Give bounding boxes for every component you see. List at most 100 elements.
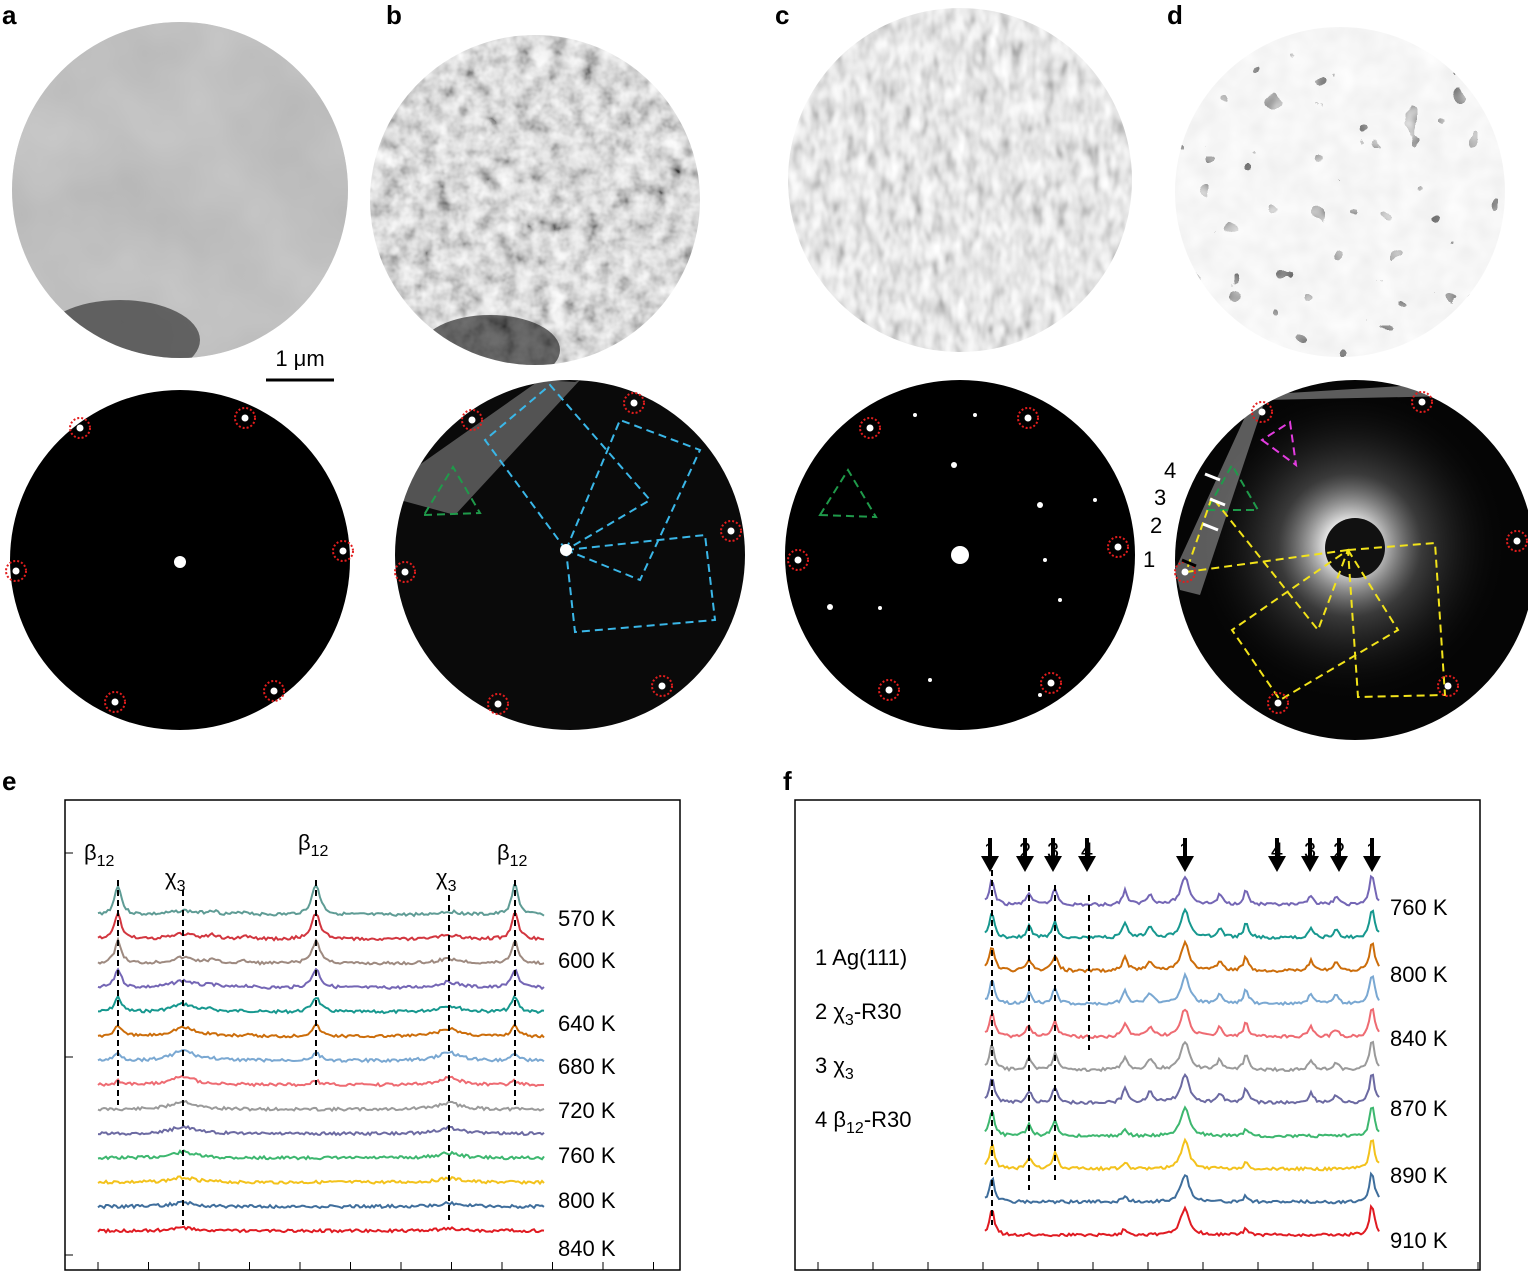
spot-ring bbox=[487, 693, 509, 715]
spectrum bbox=[97, 1049, 545, 1064]
spot-ring bbox=[1437, 675, 1459, 697]
scale-label: 1 μm bbox=[275, 346, 324, 371]
label: χ3 bbox=[436, 865, 457, 895]
spectrum bbox=[97, 1225, 545, 1234]
panel-label: c bbox=[775, 0, 789, 30]
spot-ring bbox=[461, 409, 483, 431]
temp-label: 890 K bbox=[1390, 1163, 1448, 1188]
spectra: β12 χ3 β12 χ3 β12 570 K 600 K 640 K 680 K 720 K 76… bbox=[65, 830, 1479, 1270]
spot-ring bbox=[263, 680, 285, 702]
spectrum bbox=[984, 1137, 1380, 1172]
spot-ring bbox=[1411, 391, 1433, 413]
arrow-head bbox=[1078, 856, 1096, 872]
spectrum bbox=[97, 910, 545, 942]
label: 2 χ3-R30 bbox=[815, 999, 902, 1029]
panel-label: f bbox=[783, 766, 792, 796]
spot-ring bbox=[104, 691, 126, 713]
label: 1 Ag(111) bbox=[815, 945, 907, 970]
spot bbox=[1114, 543, 1122, 551]
spectrum bbox=[97, 1149, 545, 1161]
arrow-head bbox=[1268, 856, 1286, 872]
spot bbox=[1181, 568, 1189, 576]
spot bbox=[658, 682, 666, 690]
spot bbox=[885, 686, 893, 694]
spot bbox=[1024, 414, 1032, 422]
spot-ring bbox=[1107, 536, 1129, 558]
spot-ring bbox=[1174, 561, 1196, 583]
spot bbox=[1058, 598, 1062, 602]
arrow-head bbox=[1330, 856, 1348, 872]
arrow-head bbox=[1016, 856, 1034, 872]
frame-f bbox=[794, 799, 1481, 1271]
spot bbox=[241, 414, 249, 422]
spectrum bbox=[97, 1200, 545, 1210]
spectrum bbox=[97, 1175, 545, 1186]
spot-ring bbox=[651, 675, 673, 697]
temp-label: 720 K bbox=[558, 1098, 616, 1123]
spot bbox=[1513, 537, 1521, 545]
spectrum bbox=[97, 1022, 545, 1039]
spectrum bbox=[984, 1171, 1380, 1205]
spot bbox=[928, 678, 932, 682]
spot-ring bbox=[1017, 407, 1039, 429]
spectrum bbox=[984, 1203, 1380, 1238]
spectrum bbox=[97, 1124, 545, 1137]
spot bbox=[401, 568, 409, 576]
arrow bbox=[1202, 522, 1219, 532]
spot-ring bbox=[234, 407, 256, 429]
spot bbox=[468, 416, 476, 424]
spot bbox=[1037, 502, 1043, 508]
spot bbox=[339, 547, 347, 555]
spectrum bbox=[97, 1099, 545, 1113]
spot bbox=[494, 700, 502, 708]
label: β12 bbox=[497, 840, 528, 870]
spot-ring bbox=[1040, 672, 1062, 694]
spot bbox=[76, 424, 84, 432]
spectrum bbox=[984, 939, 1380, 974]
arrow bbox=[1204, 472, 1221, 482]
label: 3 χ3 bbox=[815, 1053, 854, 1083]
temp-label: 870 K bbox=[1390, 1096, 1448, 1121]
spectrum bbox=[984, 907, 1380, 941]
spot bbox=[794, 556, 802, 564]
spectrum bbox=[97, 967, 545, 991]
spot-ring bbox=[1506, 530, 1528, 552]
d-arrow-label: 1 bbox=[1143, 547, 1155, 572]
arrow-head bbox=[1363, 856, 1381, 872]
label: β12 bbox=[298, 830, 329, 860]
temp-label: 800 K bbox=[1390, 962, 1448, 987]
arrow bbox=[1181, 558, 1197, 568]
spot bbox=[866, 424, 874, 432]
spot-ring bbox=[878, 679, 900, 701]
spectrum bbox=[984, 1073, 1380, 1106]
spot bbox=[827, 604, 833, 610]
image-c bbox=[788, 8, 1132, 352]
spot-ring bbox=[394, 561, 416, 583]
spot bbox=[951, 462, 957, 468]
temp-label: 680 K bbox=[558, 1054, 616, 1079]
leed-b bbox=[395, 380, 745, 730]
spot bbox=[1274, 699, 1282, 707]
spot bbox=[12, 567, 20, 575]
spot-ring bbox=[623, 392, 645, 414]
spot bbox=[1418, 398, 1426, 406]
spot bbox=[973, 413, 977, 417]
temp-label: 760 K bbox=[1390, 895, 1448, 920]
temp-label: 600 K bbox=[558, 948, 616, 973]
spot bbox=[1444, 682, 1452, 690]
spectrum bbox=[984, 1105, 1380, 1139]
temp-label: 570 K bbox=[558, 906, 616, 931]
spectrum bbox=[97, 1074, 545, 1088]
spot bbox=[270, 687, 278, 695]
spots bbox=[5, 391, 1528, 715]
d-arrow-label: 2 bbox=[1150, 513, 1162, 538]
spot-ring bbox=[787, 549, 809, 571]
arrow bbox=[1209, 497, 1226, 507]
spot bbox=[1258, 408, 1266, 416]
spectrum bbox=[97, 936, 545, 966]
spot bbox=[630, 399, 638, 407]
spot-ring bbox=[1267, 692, 1289, 714]
label: 4 β12-R30 bbox=[815, 1107, 912, 1137]
spot bbox=[913, 413, 917, 417]
